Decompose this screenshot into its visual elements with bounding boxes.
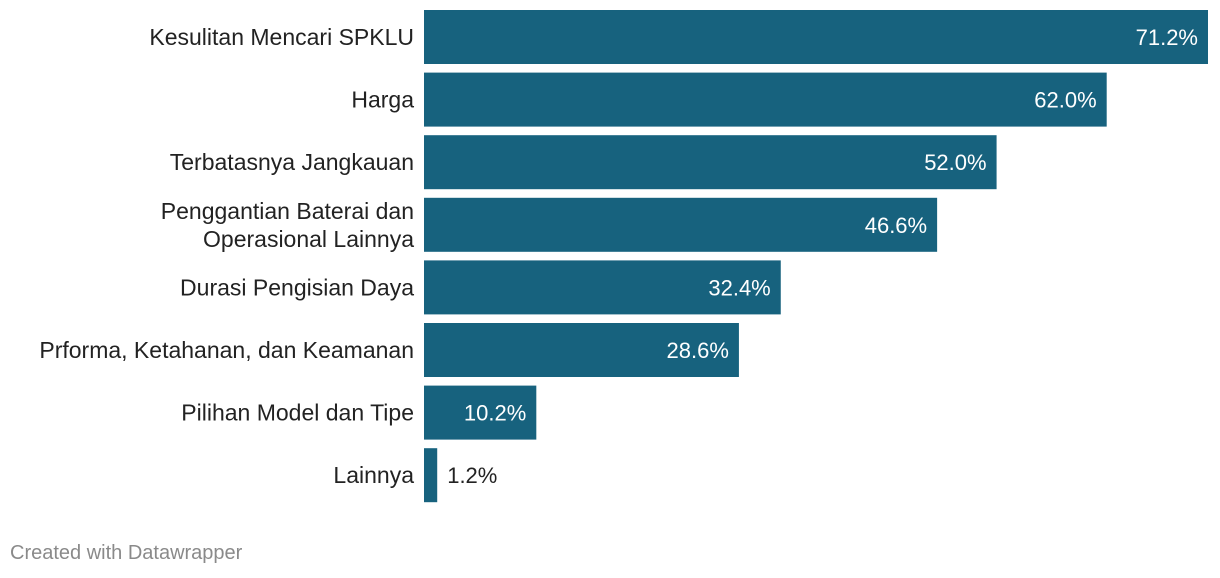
bar-penggantian-baterai: [424, 197, 938, 252]
bar-performa-ketahanan-keamanan: [424, 323, 739, 377]
bar-group-penggantian-baterai: Penggantian Baterai dan Operasional Lainn…: [161, 197, 938, 252]
bar-group-terbatasnya-jangkauan: Terbatasnya Jangkauan 52.0%: [170, 135, 997, 190]
bar-group-kesulitan-mencari-spklu: Kesulitan Mencari SPKLU 71.2%: [149, 10, 1208, 64]
value-label-terbatasnya-jangkauan: 52.0%: [924, 150, 986, 175]
value-label-lainnya: 1.2%: [447, 463, 497, 488]
bar-kesulitan-mencari-spklu: [424, 10, 1208, 64]
category-label-kesulitan-mencari-spklu: Kesulitan Mencari SPKLU: [149, 24, 414, 50]
bar-harga: [424, 72, 1107, 127]
value-label-harga: 62.0%: [1034, 88, 1096, 113]
bar-group-performa-ketahanan-keamanan: Prforma, Ketahanan, dan Keamanan 28.6%: [39, 323, 739, 377]
category-label-lainnya: Lainnya: [333, 462, 414, 488]
value-label-kesulitan-mencari-spklu: 71.2%: [1136, 25, 1198, 50]
bar-group-lainnya: Lainnya 1.2%: [333, 448, 497, 503]
category-label-penggantian-baterai: Penggantian Baterai dan Operasional Lainn…: [161, 198, 414, 252]
bar-lainnya: [424, 448, 438, 503]
category-label-pilihan-model-tipe: Pilihan Model dan Tipe: [181, 400, 414, 426]
bar-group-harga: Harga 62.0%: [351, 72, 1107, 127]
category-label-durasi-pengisian-daya: Durasi Pengisian Daya: [180, 274, 414, 300]
bar-pilihan-model-tipe: [424, 385, 537, 440]
value-label-performa-ketahanan-keamanan: 28.6%: [667, 338, 729, 363]
category-label-harga: Harga: [351, 87, 414, 113]
value-label-pilihan-model-tipe: 10.2%: [464, 401, 526, 426]
datawrapper-credit: Created with Datawrapper: [10, 542, 243, 564]
bar-terbatasnya-jangkauan: [424, 135, 997, 190]
value-label-durasi-pengisian-daya: 32.4%: [708, 275, 770, 300]
bar-group-durasi-pengisian-daya: Durasi Pengisian Daya 32.4%: [180, 260, 781, 315]
bar-durasi-pengisian-daya: [424, 260, 781, 315]
bar-group-pilihan-model-tipe: Pilihan Model dan Tipe 10.2%: [181, 385, 537, 440]
category-label-terbatasnya-jangkauan: Terbatasnya Jangkauan: [170, 149, 414, 175]
value-label-penggantian-baterai: 46.6%: [865, 213, 927, 238]
category-label-performa-ketahanan-keamanan: Prforma, Ketahanan, dan Keamanan: [39, 337, 414, 363]
